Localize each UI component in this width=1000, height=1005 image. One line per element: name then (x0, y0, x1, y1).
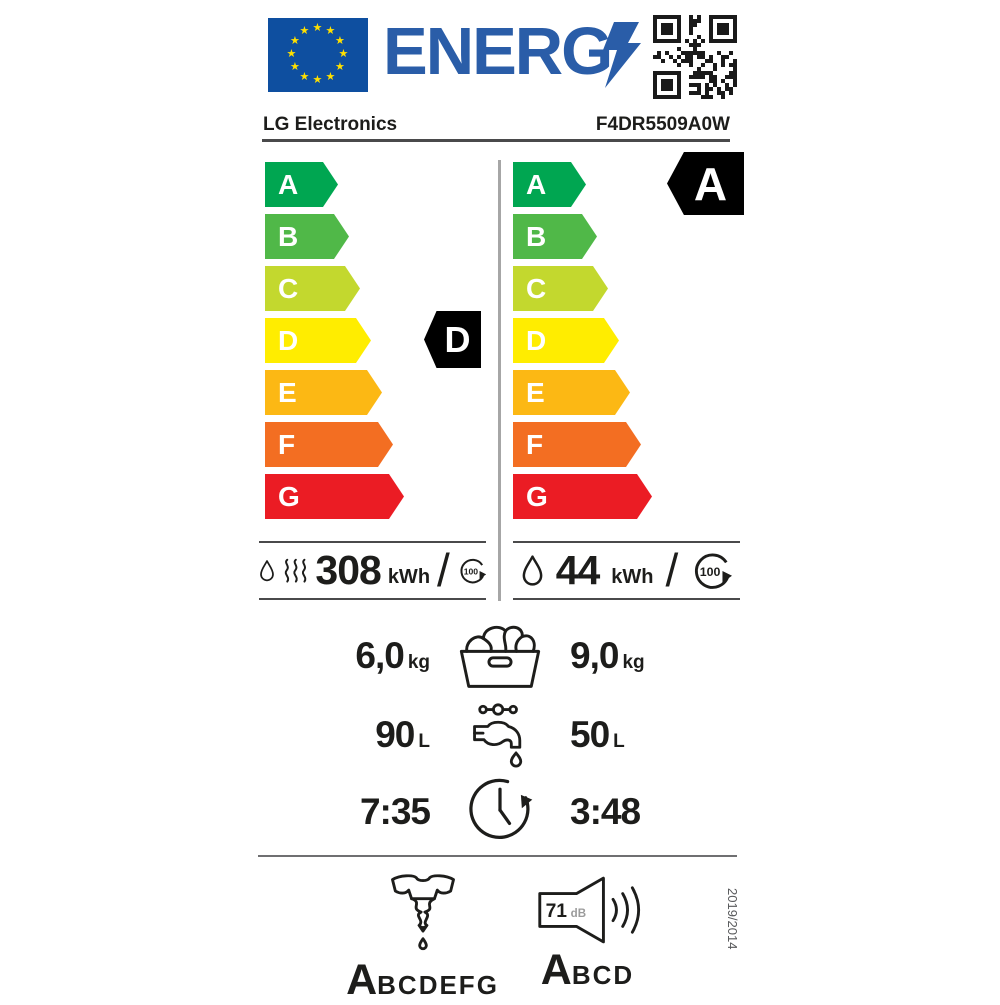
noise-unit: dB (570, 908, 585, 920)
water-wash-value: 50 (570, 714, 609, 756)
per-100-cycles-icon: 100 (457, 550, 486, 592)
class-arrow-a: A (265, 162, 338, 207)
spin-dry-efficiency-block: A BCDEFG (330, 872, 515, 1005)
capacity-wash-value: 9,0 (570, 635, 618, 677)
noise-scale-letters: BCD (572, 960, 634, 991)
lightning-bolt-icon (601, 22, 645, 88)
water-unit: L (418, 731, 430, 753)
model-identifier: F4DR5509A0W (596, 114, 730, 136)
energy-consumption-wash-dry: 308 kWh / 100 (259, 541, 486, 600)
header-divider-line (262, 139, 730, 142)
class-arrow-a: A (513, 162, 586, 207)
scale-left-wash-dry: A B C D E F G (265, 162, 425, 526)
scale-right-wash: A B C D E F G (513, 162, 673, 526)
class-arrow-g: G (513, 474, 652, 519)
water-unit: L (613, 731, 625, 753)
spin-dry-wring-icon (384, 872, 462, 954)
class-arrow-e: E (513, 370, 630, 415)
heat-waves-icon (282, 551, 308, 591)
noise-speaker-icon: 71 dB (534, 876, 642, 944)
qr-code (653, 15, 737, 99)
per-separator: / (666, 543, 679, 597)
class-arrow-b: B (513, 214, 597, 259)
capacity-row: 6,0 kg 9,0 kg (255, 612, 745, 700)
energy-logo-text: ENERG (383, 14, 611, 90)
eu-flag-icon: ★★★★★★★★★★★★ (268, 18, 368, 92)
noise-rating: A (541, 946, 572, 995)
water-drop-icon (521, 554, 544, 588)
duration-wash-dry-value: 7:35 (360, 791, 430, 833)
column-divider-line (498, 160, 501, 601)
energy-value: 308 (315, 547, 380, 594)
capacity-unit: kg (622, 652, 644, 674)
water-tap-icon (467, 702, 533, 768)
spin-dry-scale-letters: BCDEFG (377, 970, 499, 1001)
laundry-basket-icon (454, 620, 546, 692)
duration-wash-value: 3:48 (570, 791, 640, 833)
capacity-unit: kg (408, 652, 430, 674)
class-arrow-f: F (265, 422, 393, 467)
capacity-wash-dry-value: 6,0 (355, 635, 403, 677)
per-100-count: 100 (464, 566, 479, 576)
water-row: 90 L 50 L (255, 700, 745, 770)
water-wash-dry-value: 90 (375, 714, 414, 756)
energy-consumption-wash: 44 kWh / 100 (513, 541, 740, 600)
class-arrow-c: C (513, 266, 608, 311)
spin-dry-rating: A (346, 956, 377, 1005)
duration-row: 7:35 3:48 (255, 772, 745, 852)
energy-value: 44 (556, 547, 600, 594)
class-arrow-d: D (265, 318, 371, 363)
class-arrow-c: C (265, 266, 360, 311)
regulation-number: 2019/2014 (725, 888, 740, 949)
energy-unit: kWh (611, 566, 653, 598)
per-100-count: 100 (700, 564, 721, 578)
noise-value: 71 (545, 901, 567, 922)
water-drop-icon (259, 554, 275, 588)
class-arrow-g: G (265, 474, 404, 519)
per-100-cycles-icon: 100 (690, 550, 732, 592)
supplier-name: LG Electronics (263, 114, 397, 136)
class-arrow-b: B (265, 214, 349, 259)
class-arrow-e: E (265, 370, 382, 415)
noise-emission-block: 71 dB A BCD (495, 876, 680, 995)
per-separator: / (437, 543, 450, 597)
class-arrow-f: F (513, 422, 641, 467)
cycle-duration-clock-icon (462, 774, 538, 850)
bottom-divider-line (258, 855, 737, 857)
rating-badge-wash-dry: D (424, 311, 481, 368)
rating-badge-wash: A (667, 152, 744, 215)
class-arrow-d: D (513, 318, 619, 363)
energy-unit: kWh (388, 566, 430, 598)
